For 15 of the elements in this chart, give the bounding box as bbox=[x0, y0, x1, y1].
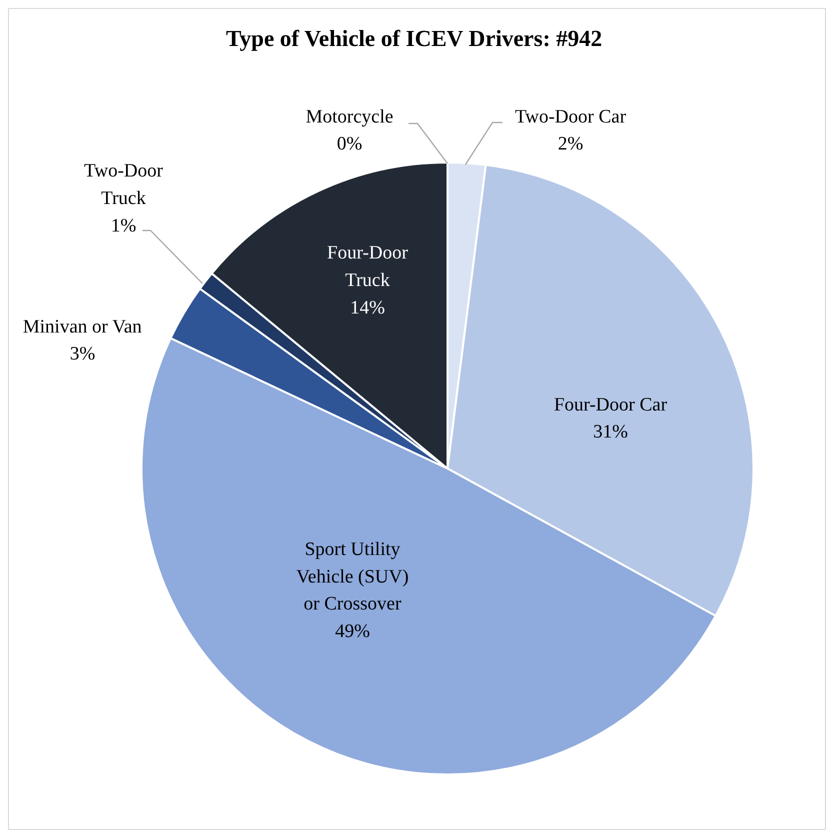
data-label: 14% bbox=[350, 297, 386, 318]
data-label: 3% bbox=[70, 344, 96, 365]
slice-label: Two-Door Car bbox=[514, 106, 627, 128]
data-label: 1% bbox=[110, 215, 136, 236]
slice-label: Four-Door Truck bbox=[327, 242, 409, 291]
slice-label: Minivan or Van bbox=[22, 316, 142, 338]
text: 0% bbox=[336, 134, 362, 155]
slice-label: Four-Door Car bbox=[554, 394, 668, 416]
slice-label: Two-Door Truck bbox=[84, 160, 164, 209]
category-label: Motorcycle bbox=[306, 106, 394, 128]
data-label: 31% bbox=[593, 422, 628, 443]
data-label: 2% bbox=[558, 134, 584, 155]
slice-label: Sport Utility Vehicle (SUV) or Crossover bbox=[296, 539, 409, 615]
data-label: 49% bbox=[335, 620, 370, 642]
chart-title: Type of Vehicle of ICEV Drivers: #942 bbox=[226, 26, 602, 51]
